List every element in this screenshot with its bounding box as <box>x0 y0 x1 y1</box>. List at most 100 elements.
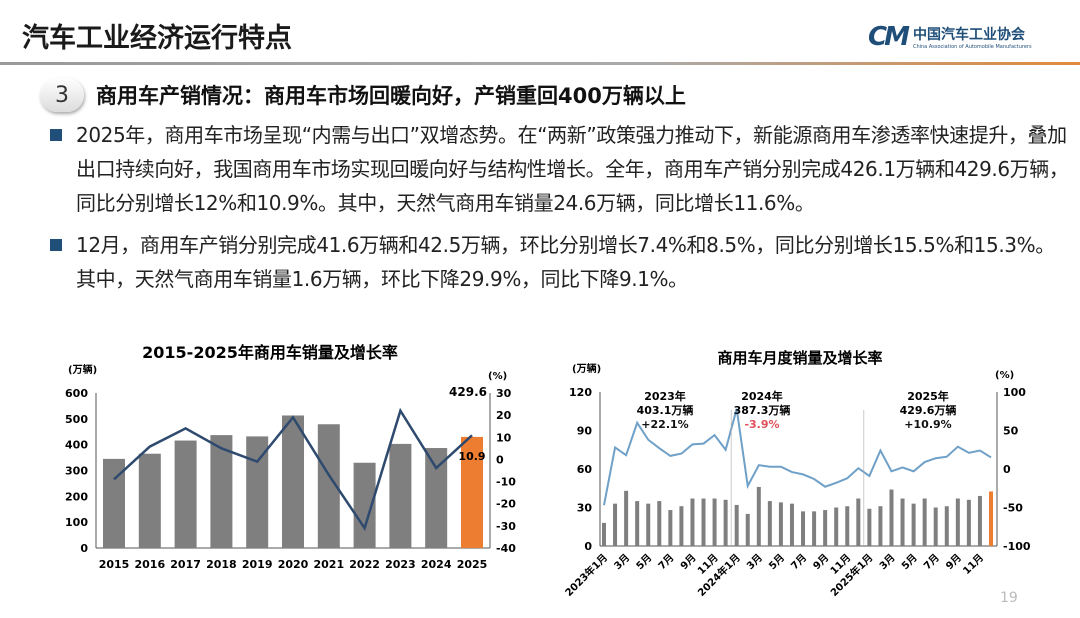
bar <box>834 507 839 546</box>
right-tick-label: 0 <box>496 453 504 466</box>
right-axis-unit: (%) <box>488 371 507 382</box>
bar <box>425 448 448 548</box>
x-tick-label: 2022 <box>349 558 380 571</box>
bar <box>723 499 728 546</box>
right-tick-label: -50 <box>1003 502 1023 515</box>
left-tick-label: 0 <box>584 540 592 553</box>
bar <box>103 458 125 548</box>
left-tick-label: 600 <box>65 387 88 400</box>
left-axis-unit: (万辆) <box>68 363 97 376</box>
bar <box>602 522 606 546</box>
bar <box>745 513 750 546</box>
annotation-growth: +10.9% <box>904 418 951 431</box>
x-tick-label: 3月 <box>612 552 632 572</box>
left-tick-label: 120 <box>569 386 592 399</box>
bar <box>461 436 483 548</box>
bar <box>977 495 982 546</box>
right-axis-unit: (%) <box>995 370 1014 381</box>
bar <box>933 507 938 546</box>
right-tick-label: -100 <box>1003 540 1031 553</box>
section-number: 3 <box>40 78 84 112</box>
bar <box>701 498 706 546</box>
section-header: 3 商用车产销情况：商用车市场回暖向好，产销重回400万辆以上 <box>40 78 686 112</box>
x-tick-label: 2023年1月 <box>562 551 610 599</box>
bullet-text: 12月，商用车产销分别完成41.6万辆和42.5万辆，环比分别增长7.4%和8.… <box>76 233 1055 291</box>
bar <box>989 491 993 546</box>
x-tick-label: 7月 <box>789 552 809 572</box>
bar <box>138 453 161 548</box>
left-tick-label: 90 <box>577 425 593 438</box>
bar <box>353 462 376 548</box>
bar <box>911 503 916 546</box>
right-tick-label: 10 <box>496 431 512 444</box>
x-tick-label: 2017 <box>170 558 201 571</box>
bullet-text: 2025年，商用车市场呈现“内需与出口”双增态势。在“两新”政策强力推动下，新能… <box>76 123 1069 215</box>
bar <box>734 504 739 546</box>
chart-title: 2015-2025年商用车销量及增长率 <box>142 343 398 362</box>
bullet-1: 2025年，商用车市场呈现“内需与出口”双增态势。在“两新”政策强力推动下，新能… <box>50 118 1070 220</box>
bar <box>657 501 662 546</box>
bar <box>823 510 828 546</box>
header-divider <box>0 62 1080 65</box>
right-tick-label: 0 <box>1003 463 1011 476</box>
data-label-sales: 429.6 <box>449 385 487 399</box>
left-tick-label: 30 <box>577 502 593 515</box>
bar <box>317 424 340 548</box>
bar <box>712 498 717 546</box>
x-tick-label: 3月 <box>744 552 764 572</box>
bar <box>867 508 872 546</box>
x-tick-label: 2021 <box>313 558 344 571</box>
logo-mark: CM <box>868 22 910 52</box>
growth-line <box>603 408 992 506</box>
caam-logo: CM 中国汽车工业协会 China Association of Automob… <box>868 22 1032 52</box>
bar <box>789 503 794 546</box>
left-tick-label: 0 <box>80 542 88 555</box>
annotation-year: 2024年 <box>741 389 783 403</box>
right-tick-label: -20 <box>496 498 516 511</box>
x-tick-label: 2015 <box>99 558 130 571</box>
right-tick-label: 50 <box>1003 425 1019 438</box>
page-number: 19 <box>1000 590 1018 606</box>
annotation-total: 429.6万辆 <box>900 403 957 417</box>
annual-sales-chart: 2015-2025年商用车销量及增长率(万辆)(%)01002003004005… <box>65 343 516 571</box>
left-tick-label: 300 <box>65 465 88 478</box>
x-tick-label: 2025 <box>457 558 488 571</box>
bullet-square-icon <box>50 239 62 251</box>
x-tick-label: 2020 <box>278 558 309 571</box>
bullet-2: 12月，商用车产销分别完成41.6万辆和42.5万辆，环比分别增长7.4%和8.… <box>50 228 1070 296</box>
annotation-year: 2023年 <box>644 389 686 403</box>
x-tick-label: 2018 <box>206 558 237 571</box>
bar <box>955 498 960 546</box>
right-tick-label: -40 <box>496 542 516 555</box>
right-tick-label: 100 <box>1003 386 1026 399</box>
bar <box>801 511 806 546</box>
logo-en: China Association of Automobile Manufact… <box>912 44 1032 50</box>
bar <box>282 415 304 548</box>
left-tick-label: 100 <box>65 516 88 529</box>
x-tick-label: 5月 <box>634 552 654 572</box>
x-tick-label: 7月 <box>656 552 676 572</box>
bar <box>889 489 894 546</box>
bullet-square-icon <box>50 129 62 141</box>
x-tick-label: 11月 <box>961 552 986 577</box>
x-tick-label: 3月 <box>877 552 897 572</box>
annotation-total: 387.3万辆 <box>734 403 791 417</box>
x-tick-label: 2023 <box>385 558 416 571</box>
left-axis-unit: (万辆) <box>572 362 601 375</box>
bar <box>966 499 971 546</box>
bar <box>679 506 684 546</box>
bar <box>624 490 629 546</box>
bar <box>856 498 861 546</box>
logo-cn: 中国汽车工业协会 <box>912 27 1025 43</box>
x-tick-label: 7月 <box>921 552 941 572</box>
bar <box>900 498 905 546</box>
annotation-year: 2025年 <box>907 389 949 403</box>
right-tick-label: -10 <box>496 476 516 489</box>
monthly-sales-chart: 商用车月度销量及增长率 (万辆) (%) 0 30 60 90 120 -100 -50 0 50 10… <box>562 349 1031 599</box>
bar <box>246 436 269 548</box>
x-tick-label: 2016 <box>134 558 165 571</box>
bar <box>767 501 772 546</box>
bar <box>613 503 618 546</box>
bar <box>778 502 783 546</box>
annotation-growth: +22.1% <box>641 418 688 431</box>
